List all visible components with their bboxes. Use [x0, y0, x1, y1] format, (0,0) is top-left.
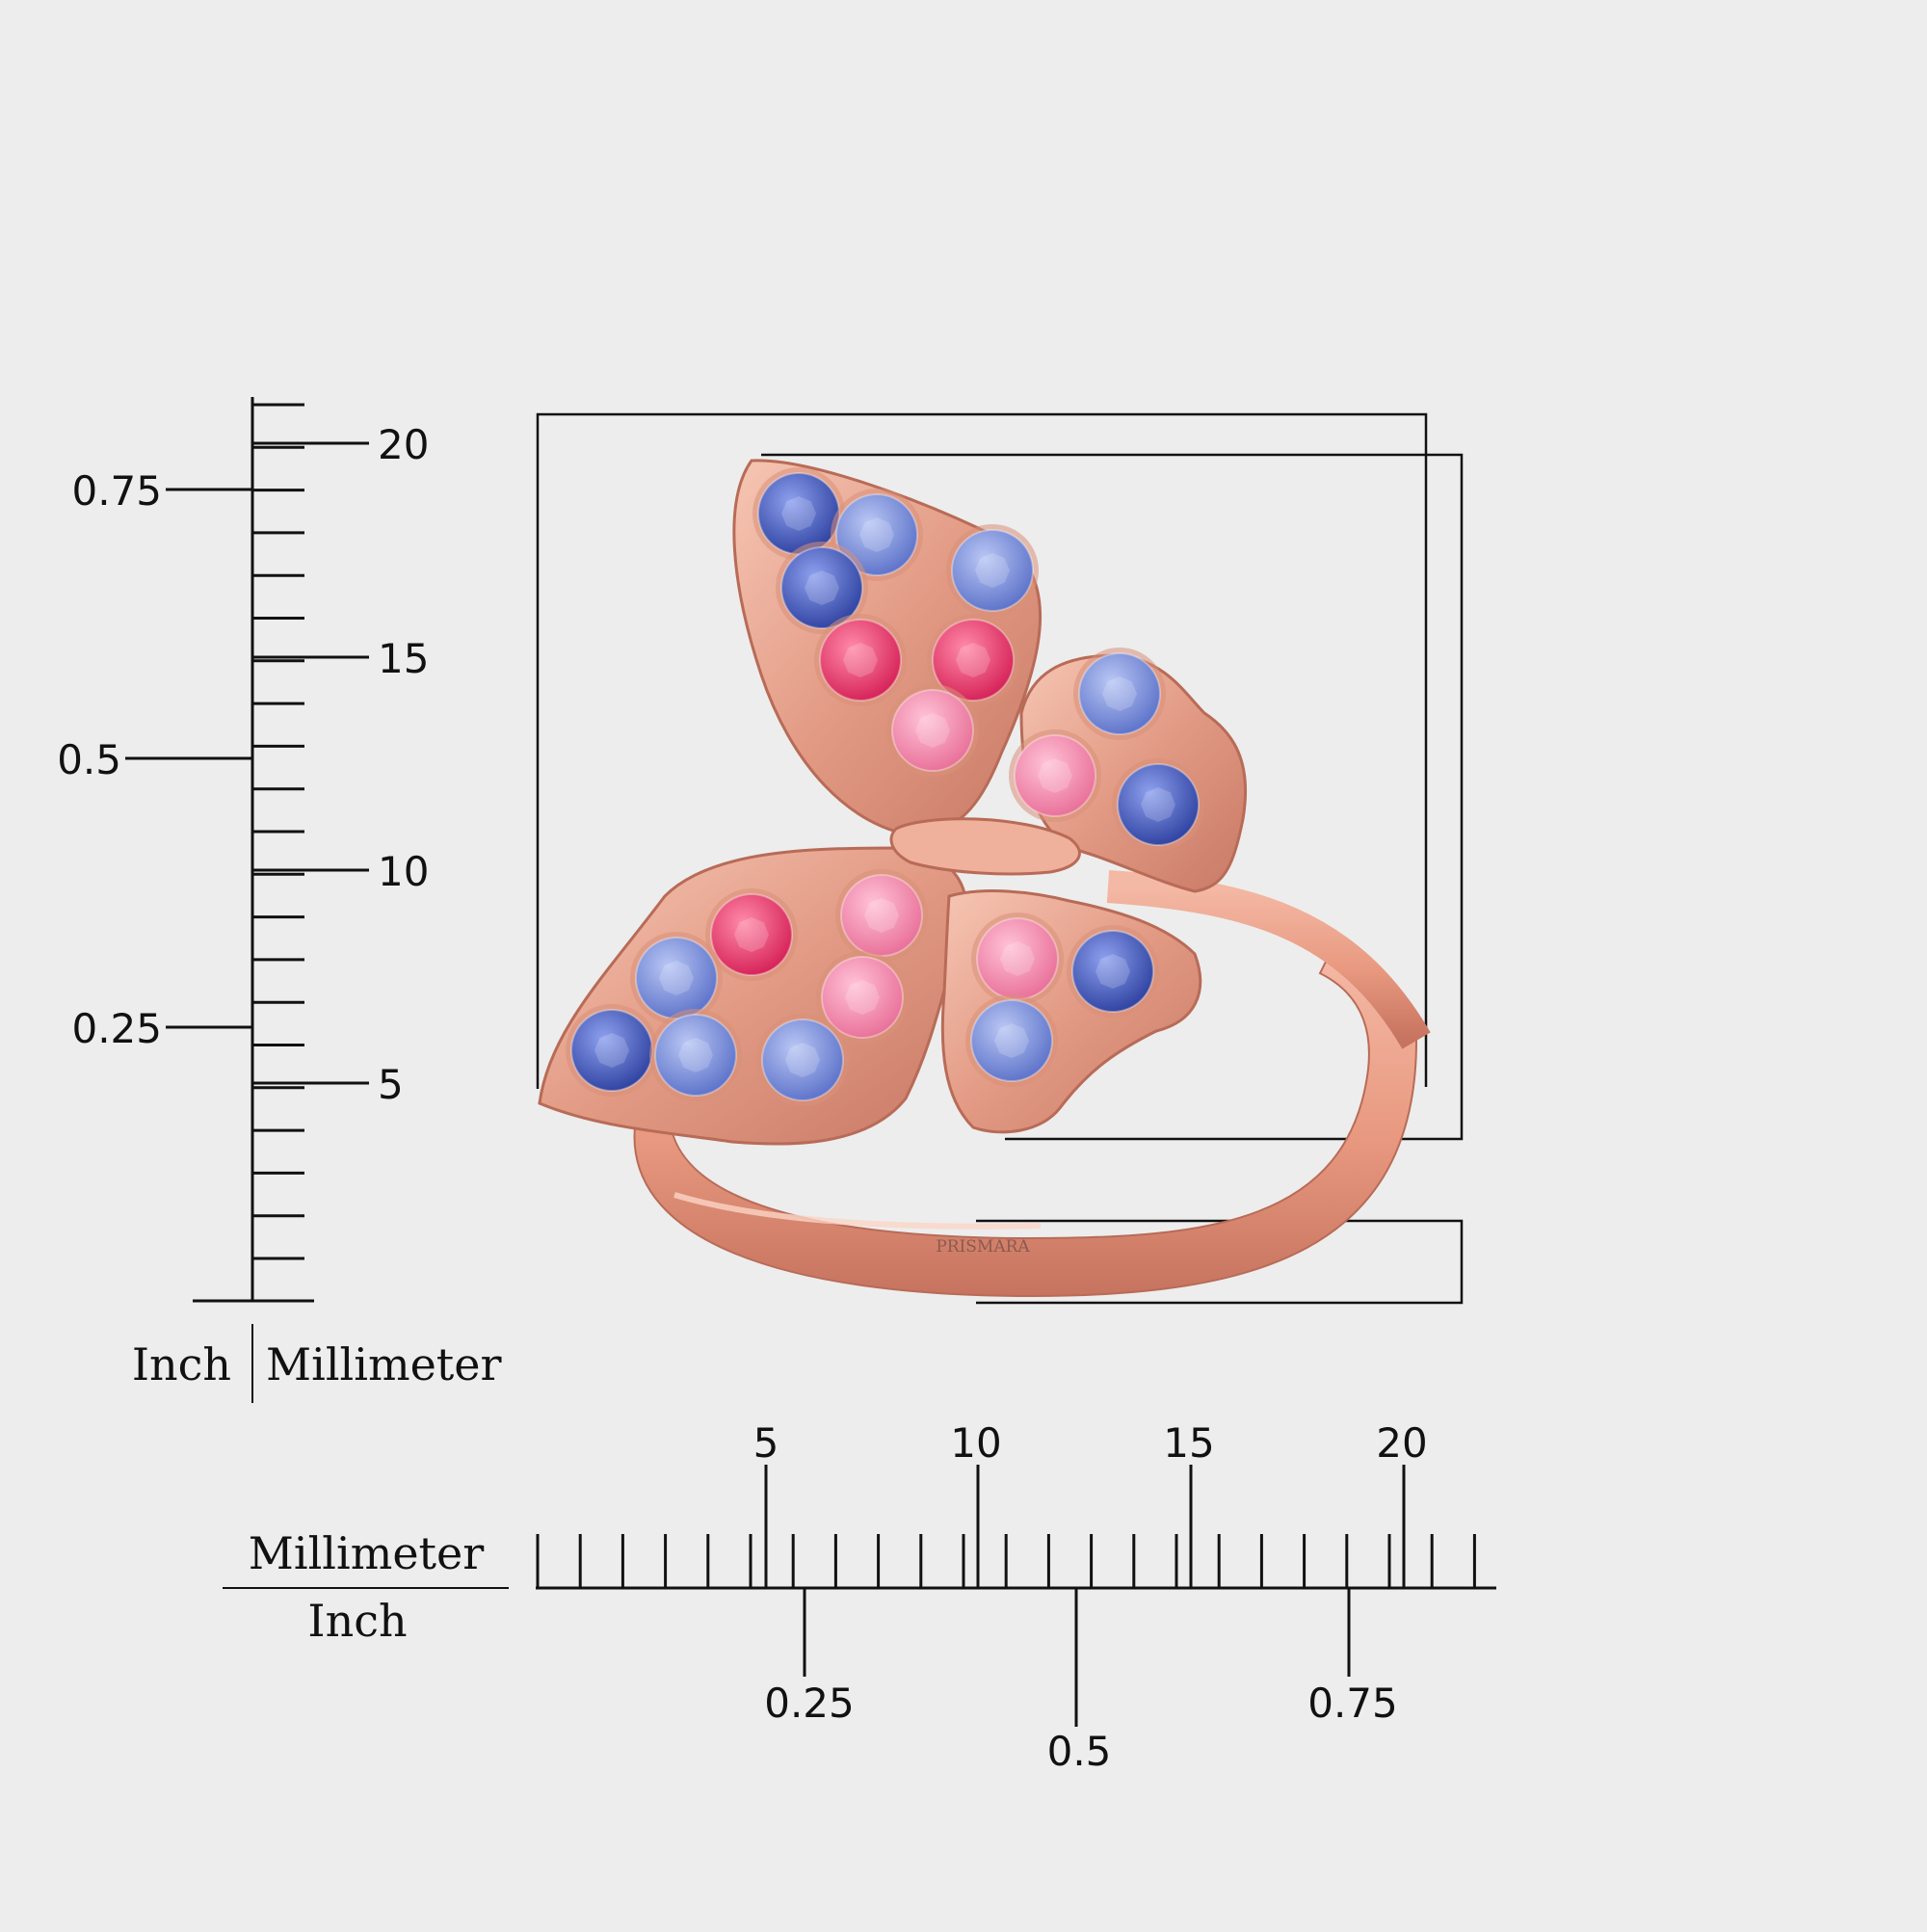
v-mm-label-5: 5: [378, 1061, 404, 1108]
gemstone: [835, 493, 918, 576]
gemstone-facet: [915, 713, 950, 748]
gemstone: [1014, 734, 1096, 817]
gemstone: [1117, 763, 1200, 846]
gemstone: [710, 893, 793, 976]
horizontal-ruler: [223, 1465, 1496, 1727]
h-mm-label-10: 10: [950, 1419, 1001, 1467]
v-mm-label-20: 20: [378, 421, 429, 468]
gemstone-facet: [1038, 758, 1072, 793]
gemstone-facet: [805, 570, 839, 605]
gemstone-facet: [845, 980, 880, 1015]
gemstone-facet: [859, 517, 894, 552]
h-unit-millimeter: Millimeter: [249, 1527, 485, 1579]
gemstone: [654, 1014, 737, 1097]
gemstone-facet: [843, 643, 878, 677]
gemstone-facet: [994, 1023, 1029, 1058]
v-unit-inch: Inch: [132, 1338, 231, 1390]
h-mm-label-5: 5: [753, 1419, 779, 1467]
gemstone-facet: [594, 1033, 629, 1068]
gemstone-facet: [1102, 676, 1137, 711]
h-mm-label-20: 20: [1376, 1419, 1427, 1467]
gemstone: [1071, 930, 1154, 1013]
gemstone-facet: [678, 1038, 713, 1072]
gemstone-facet: [659, 961, 694, 995]
v-unit-millimeter: Millimeter: [266, 1338, 502, 1390]
horizontal-unit-caption: Millimeter Inch: [249, 1527, 485, 1647]
gemstone: [932, 619, 1015, 701]
horizontal-ruler-labels: 5 10 15 20 0.25 0.5 0.75: [753, 1419, 1428, 1775]
gemstone-facet: [785, 1043, 820, 1077]
gemstone-facet: [1000, 941, 1035, 976]
h-mm-label-15: 15: [1163, 1419, 1214, 1467]
engraving-text: PRISMARA: [936, 1237, 1030, 1257]
gemstone: [891, 689, 974, 772]
butterfly-body: [889, 817, 1081, 876]
gemstone: [1078, 652, 1161, 735]
gemstone: [951, 529, 1034, 612]
gemstone-facet: [975, 553, 1010, 588]
v-inch-label-075: 0.75: [71, 467, 162, 515]
butterfly-ring: PRISMARA: [538, 459, 1431, 1298]
gemstone-facet: [734, 917, 769, 952]
gemstones: [566, 467, 1204, 1106]
gemstone: [821, 956, 904, 1039]
gemstone-facet: [781, 496, 816, 531]
gemstone-facet: [864, 898, 899, 933]
v-inch-label-05: 0.5: [57, 736, 121, 783]
gemstone: [780, 546, 863, 629]
v-mm-label-10: 10: [378, 848, 429, 895]
gemstone-facet: [1095, 954, 1130, 989]
vertical-ruler-labels: 20 15 10 5 0.75 0.5 0.25: [57, 421, 429, 1108]
gemstone: [819, 619, 902, 701]
gemstone: [970, 999, 1053, 1082]
measurement-lines: [536, 412, 1464, 1305]
h-inch-label-025: 0.25: [764, 1680, 855, 1727]
vertical-unit-caption: Inch Millimeter: [132, 1338, 502, 1390]
h-unit-inch: Inch: [307, 1595, 407, 1647]
h-inch-label-05: 0.5: [1047, 1728, 1112, 1775]
h-inch-label-075: 0.75: [1307, 1680, 1398, 1727]
gemstone-facet: [956, 643, 990, 677]
vertical-ruler: [125, 397, 369, 1403]
v-mm-label-15: 15: [378, 635, 429, 682]
gemstone-facet: [1141, 787, 1175, 822]
gemstone: [761, 1019, 844, 1101]
v-inch-label-025: 0.25: [71, 1005, 162, 1052]
